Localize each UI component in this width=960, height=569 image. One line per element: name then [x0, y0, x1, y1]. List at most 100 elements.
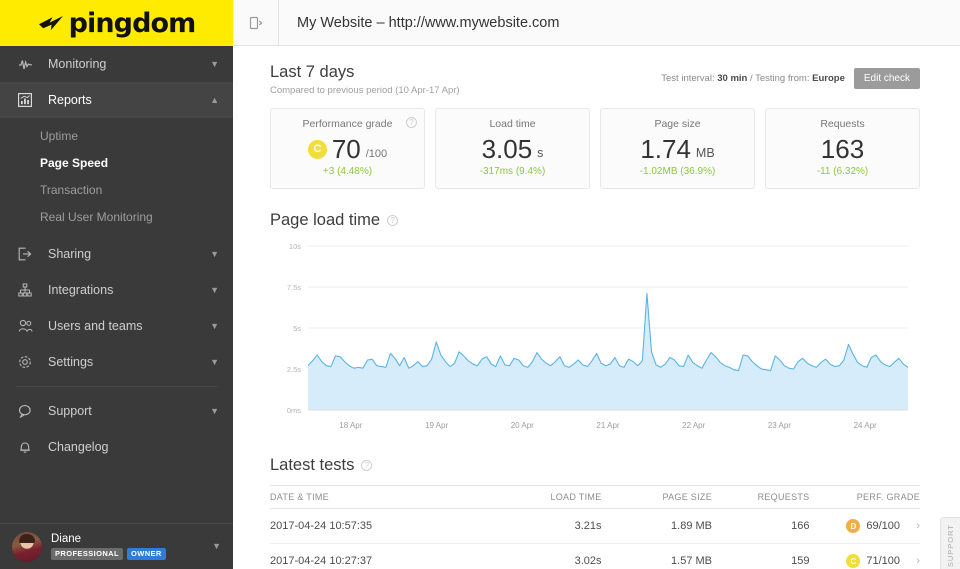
avatar — [12, 531, 42, 562]
content: Last 7 days Compared to previous period … — [233, 46, 960, 569]
cell-perf-grade: C 71/100 › — [809, 543, 920, 569]
x-axis-tick-label: 22 Apr — [682, 421, 705, 430]
edit-check-button[interactable]: Edit check — [853, 68, 920, 89]
table-row[interactable]: 2017-04-24 10:57:35 3.21s 1.89 MB 166 D … — [270, 508, 920, 544]
column-header-requests: REQUESTS — [712, 485, 810, 509]
sidebar-divider — [16, 386, 217, 387]
cell-load-time: 3.02s — [491, 543, 602, 569]
sidebar-item-label: Settings — [48, 355, 94, 369]
help-circle-icon[interactable]: ? — [387, 215, 399, 226]
activity-pulse-icon — [18, 58, 40, 71]
reports-subnav: Uptime Page Speed Transaction Real User … — [0, 118, 233, 236]
chevron-down-icon[interactable]: ▼ — [210, 356, 219, 367]
sidebar-item-label: Users and teams — [48, 319, 143, 333]
grade-score: 71/100 — [866, 555, 900, 567]
sidebar-item-label: Sharing — [48, 247, 92, 261]
users-icon — [18, 319, 40, 333]
card-value: 3.05 — [481, 134, 533, 164]
grade-badge: C — [307, 139, 327, 159]
sidebar-item-label: Reports — [48, 93, 92, 107]
chart-section-title: Page load time ? — [270, 211, 920, 230]
plan-badge: PROFESSIONAL — [51, 548, 123, 560]
sidebar-item-reports[interactable]: Reports ▲ — [0, 82, 233, 118]
location-label: Testing from: — [755, 73, 810, 84]
chart-area-fill — [308, 293, 908, 410]
interval-label: Test interval: — [661, 73, 715, 84]
x-axis-tick-label: 19 Apr — [425, 421, 448, 430]
user-profile[interactable]: Diane PROFESSIONAL OWNER ▼ — [0, 523, 233, 569]
y-axis-tick-label: 10s — [289, 242, 301, 251]
test-interval-info: Test interval: 30 min / Testing from: Eu… — [661, 73, 845, 84]
sidebar-item-support[interactable]: Support ▼ — [0, 393, 233, 429]
sidebar-item-monitoring[interactable]: Monitoring ▼ — [0, 46, 233, 82]
chart-line — [307, 293, 909, 372]
help-circle-icon[interactable]: ? — [361, 460, 373, 471]
chevron-right-icon[interactable]: › — [916, 555, 920, 567]
sidebar-item-real-user-monitoring[interactable]: Real User Monitoring — [0, 203, 233, 230]
metric-card-page-size[interactable]: Page size 1.74 MB -1.02MB (36.9%) — [600, 108, 755, 189]
y-axis-tick-label: 0ms — [287, 406, 301, 415]
x-axis-tick-label: 24 Apr — [854, 421, 877, 430]
cell-page-size: 1.89 MB — [601, 508, 712, 544]
grade-badge: D — [846, 519, 861, 533]
share-export-icon — [18, 247, 40, 261]
chevron-right-icon[interactable]: › — [916, 520, 920, 532]
brand-logo[interactable]: pingdom — [0, 0, 233, 46]
chat-bubble-icon — [18, 404, 40, 418]
table-row[interactable]: 2017-04-24 10:27:37 3.02s 1.57 MB 159 C … — [270, 543, 920, 569]
chevron-down-icon[interactable]: ▼ — [210, 248, 219, 259]
brand-name: pingdom — [68, 7, 197, 39]
card-unit: s — [537, 146, 544, 160]
chevron-down-icon[interactable]: ▼ — [212, 541, 221, 551]
metric-card-load-time[interactable]: Load time 3.05 s -317ms (9.4%) — [435, 108, 590, 189]
card-delta: -11 (6.32%) — [816, 166, 869, 177]
chevron-down-icon[interactable]: ▼ — [210, 58, 219, 69]
sidebar-item-settings[interactable]: Settings ▼ — [0, 344, 233, 380]
bell-icon — [18, 440, 40, 454]
panel-collapse-icon[interactable] — [233, 0, 279, 45]
card-value: 1.74 — [640, 134, 691, 164]
sidebar-item-transaction[interactable]: Transaction — [0, 176, 233, 203]
chart-title-text: Page load time — [270, 211, 381, 229]
main-area: My Website – http://www.mywebsite.com La… — [233, 0, 960, 569]
metric-card-requests[interactable]: Requests 163 -11 (6.32%) — [765, 108, 920, 189]
interval-separator: / — [749, 73, 753, 84]
chevron-down-icon[interactable]: ▼ — [210, 284, 219, 295]
sidebar-item-uptime[interactable]: Uptime — [0, 122, 233, 149]
grade-score: 69/100 — [866, 520, 900, 532]
sidebar-item-changelog[interactable]: Changelog — [0, 429, 233, 465]
sidebar-item-page-speed[interactable]: Page Speed — [0, 149, 233, 176]
card-title: Performance grade — [302, 118, 393, 130]
chevron-down-icon[interactable]: ▼ — [210, 405, 219, 416]
x-axis-tick-label: 23 Apr — [768, 421, 791, 430]
latest-tests-table: DATE & TIME LOAD TIME PAGE SIZE REQUESTS… — [270, 485, 920, 569]
pingdom-bird-icon — [38, 15, 63, 30]
support-tab[interactable]: SUPPORT — [940, 517, 960, 569]
sidebar-item-sharing[interactable]: Sharing ▼ — [0, 236, 233, 272]
bar-chart-icon — [18, 93, 40, 107]
y-axis-tick-label: 7.5s — [287, 283, 301, 292]
hierarchy-icon — [18, 283, 40, 297]
column-header-datetime: DATE & TIME — [270, 485, 491, 509]
cell-load-time: 3.21s — [491, 508, 602, 544]
y-axis-tick-label: 2.5s — [287, 365, 301, 374]
cell-requests: 159 — [712, 543, 810, 569]
sidebar-item-users-and-teams[interactable]: Users and teams ▼ — [0, 308, 233, 344]
cell-datetime: 2017-04-24 10:27:37 — [270, 543, 491, 569]
cell-page-size: 1.57 MB — [601, 543, 712, 569]
chevron-up-icon[interactable]: ▲ — [210, 94, 219, 105]
sidebar-item-integrations[interactable]: Integrations ▼ — [0, 272, 233, 308]
help-circle-icon[interactable]: ? — [406, 117, 417, 128]
interval-value: 30 min — [717, 73, 748, 84]
support-tab-label: SUPPORT — [946, 524, 955, 568]
range-title: Last 7 days — [270, 63, 355, 81]
chevron-down-icon[interactable]: ▼ — [210, 320, 219, 331]
table-header-row: DATE & TIME LOAD TIME PAGE SIZE REQUESTS… — [270, 485, 920, 509]
tests-title-text: Latest tests — [270, 456, 355, 474]
cell-requests: 166 — [712, 508, 810, 544]
metric-card-performance-grade[interactable]: ? Performance grade C 70 /100 +3 (4.48%) — [270, 108, 425, 189]
user-name: Diane — [51, 533, 82, 545]
sidebar-item-label: Support — [48, 404, 92, 418]
sidebar-subitem-label: Real User Monitoring — [40, 209, 153, 224]
